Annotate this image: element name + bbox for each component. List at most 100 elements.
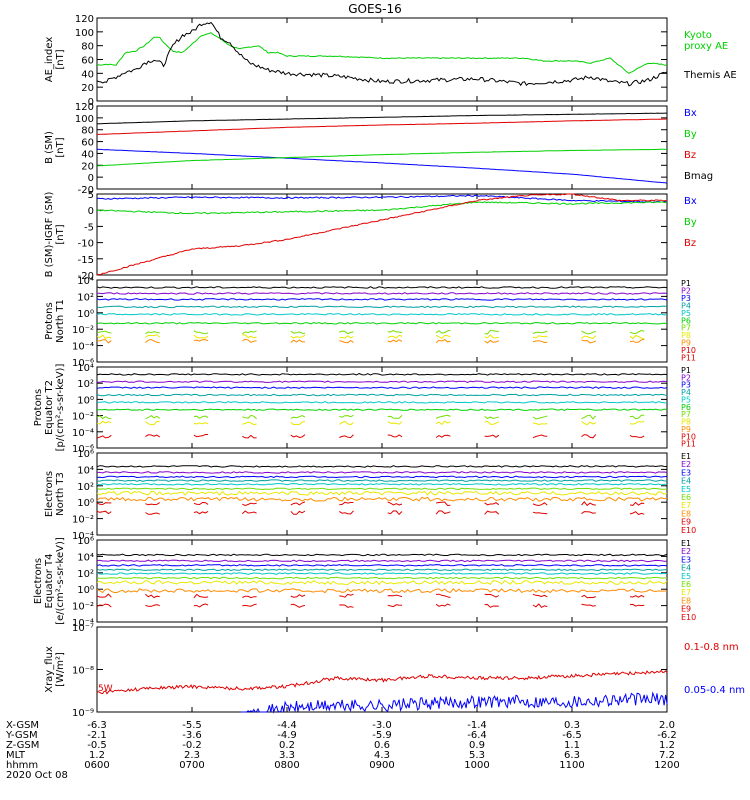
legend-p7: P7 [681, 410, 691, 419]
x-row-label: X-GSM [6, 720, 39, 731]
x-cell: 1000 [464, 760, 489, 771]
y-tick-label: 10⁰ [77, 309, 94, 320]
legend-themis-ae: Themis AE [683, 70, 737, 81]
series-e7 [96, 579, 668, 586]
x-cell: 2.0 [659, 720, 675, 731]
panel-frame [96, 17, 668, 102]
legend-p11: P11 [681, 354, 696, 363]
legend-p3: P3 [681, 381, 691, 390]
series-0.05-0.4 nm [240, 691, 668, 714]
x-cell: 1100 [559, 760, 584, 771]
panel-ae: 0 20 40 60 80 100 120 AE_index[nT] Kyoto proxy AE… [44, 14, 737, 108]
y-tick-label: 10⁻² [72, 412, 94, 423]
series-e2 [97, 471, 668, 474]
series-e4 [97, 479, 668, 482]
x-cell: 1200 [654, 760, 679, 771]
x-cell: 1.1 [564, 740, 580, 751]
series-p9 [96, 338, 645, 344]
series-p4 [96, 305, 668, 309]
legend-p6: P6 [681, 316, 691, 325]
series-p1 [96, 373, 668, 376]
y-tick-label: 0 [88, 173, 94, 184]
panel-frame [96, 626, 668, 713]
x-cell: 0800 [274, 760, 299, 771]
legend-p1: P1 [681, 366, 691, 375]
series-e8 [96, 588, 667, 594]
xray-annotation: 5W [98, 684, 113, 694]
series-p2 [97, 292, 668, 295]
legend-p11: P11 [681, 440, 696, 449]
legend-bz: Bz [684, 150, 696, 161]
legend-p6: P6 [681, 403, 691, 412]
series-by [96, 148, 667, 167]
y-tick-label: 10⁰ [77, 585, 94, 596]
x-cell: -5.9 [372, 730, 392, 741]
legend-e1: E1 [681, 539, 691, 548]
legend-bx: Bx [684, 196, 697, 207]
legend-e6: E6 [681, 580, 691, 589]
series-p6 [96, 321, 668, 325]
legend-p1: P1 [681, 279, 691, 288]
legend-e10: E10 [681, 526, 696, 535]
legend-bx: Bx [684, 108, 697, 119]
series-e4 [96, 568, 668, 572]
y-tick-label: 10² [77, 569, 94, 580]
legend-p7: P7 [681, 324, 691, 333]
series-p3 [96, 298, 668, 301]
series-e7 [96, 490, 668, 496]
series-e6 [96, 576, 668, 580]
series-bz [96, 193, 668, 276]
y-tick-label: 100 [75, 114, 94, 125]
legend-p8: P8 [681, 331, 691, 340]
y-tick-label: -10 [78, 239, 94, 250]
y-axis-label: ProtonsEquator T2[p/(cm²-s-sr-keV)] [33, 364, 66, 452]
x-row-label: Z-GSM [6, 740, 39, 751]
series-p7 [96, 414, 645, 420]
y-tick-label: 20 [81, 83, 94, 94]
y-tick-label: 0 [88, 97, 94, 108]
series-p2 [97, 380, 668, 383]
legend-p4: P4 [681, 301, 691, 310]
series-0.1-0.8 nm [96, 669, 668, 695]
x-cell: -6.5 [562, 730, 582, 741]
legend-p10: P10 [681, 432, 696, 441]
legend-p8: P8 [681, 418, 691, 427]
y-tick-label: 10⁻² [72, 602, 94, 613]
y-tick-label: 10⁰ [77, 395, 94, 406]
x-row-label: hhmm [6, 760, 38, 771]
x-cell: -1.4 [467, 720, 487, 731]
series-e9 [96, 501, 645, 507]
x-cell: -3.0 [372, 720, 392, 731]
x-cell: 1.2 [89, 750, 105, 761]
y-tick-label: 10⁻⁴ [72, 342, 94, 353]
legend-by: By [684, 129, 697, 140]
series-bx [96, 148, 668, 184]
series-p5 [96, 401, 668, 404]
y-tick-label: 100 [75, 28, 94, 39]
y-tick-label: 10⁻² [72, 515, 94, 526]
y-tick-label: 20 [81, 161, 94, 172]
legend-e9: E9 [681, 605, 691, 614]
y-tick-label: 5 [88, 190, 94, 201]
y-tick-label: 10⁻⁶ [72, 444, 94, 455]
legend-e4: E4 [681, 564, 691, 573]
y-tick-label: 0 [88, 206, 94, 217]
y-tick-label: -20 [78, 271, 94, 282]
legend-e9: E9 [681, 518, 691, 527]
x-cell: 0900 [369, 760, 394, 771]
legend-e3: E3 [681, 468, 691, 477]
series-bz [97, 118, 668, 135]
y-tick-label: 60 [81, 138, 94, 149]
y-tick-label: 80 [81, 42, 94, 53]
series-e9 [96, 593, 645, 599]
series-e2 [96, 559, 667, 563]
y-tick-label: 120 [75, 14, 94, 25]
series-p8 [96, 334, 645, 340]
y-tick-label: 80 [81, 126, 94, 137]
legend-e2: E2 [681, 460, 691, 469]
x-cell: -6.4 [467, 730, 487, 741]
legend-p4: P4 [681, 388, 691, 397]
y-tick-label: 10⁻⁹ [72, 708, 94, 719]
